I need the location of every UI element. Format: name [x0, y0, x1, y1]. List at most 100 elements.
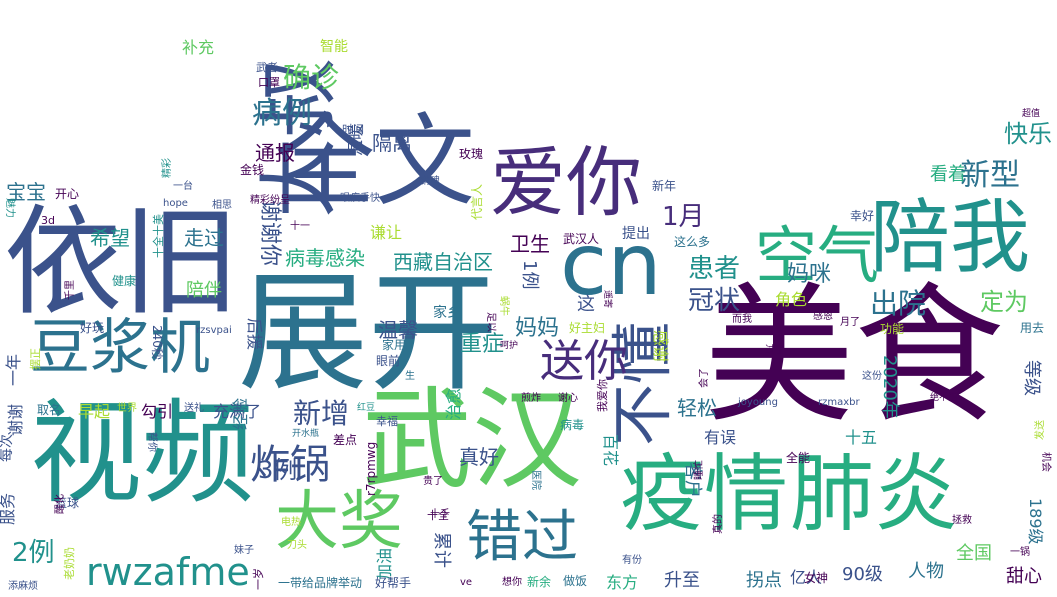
word: 角色 [775, 290, 808, 309]
word: 拯救 [952, 515, 972, 526]
word: 后援 [245, 318, 264, 351]
word: hope [163, 198, 188, 209]
word: 看着 [930, 164, 966, 185]
word: 240秒 [150, 325, 164, 360]
word: 西藏自治区 [393, 250, 493, 274]
word: 东方 [606, 573, 639, 592]
word: rwzafme [86, 550, 250, 594]
word: 温馨 [378, 318, 418, 342]
word: 新余 [527, 575, 552, 589]
word: 十一 [290, 221, 310, 232]
word: 真的 [713, 514, 724, 534]
word: 好帮手 [375, 576, 412, 590]
word: 甜心 [1006, 566, 1042, 587]
word: 口罩 [258, 76, 280, 89]
word: 代言人 [470, 183, 484, 220]
word: 90级 [842, 564, 883, 585]
word: 真好 [459, 445, 499, 469]
word: 玫瑰 [459, 147, 484, 161]
word: 一锅 [1010, 547, 1030, 558]
word: 我爱你 [596, 379, 609, 412]
word: 全能 [786, 451, 811, 465]
word: 谢心 [558, 393, 578, 404]
word: 希望 [90, 226, 130, 250]
word: 陪我 [870, 191, 1030, 284]
word: 这 [577, 294, 595, 315]
word: 用去 [1020, 321, 1045, 335]
word: 而我 [732, 314, 752, 325]
word: 依旧 [4, 193, 241, 331]
word: 电热 [281, 517, 301, 528]
word: 红豆 [357, 403, 376, 413]
word: 销魂 [420, 176, 440, 187]
word: 妈咪 [787, 262, 832, 287]
word: 冠状 [688, 286, 741, 316]
word: 这么多 [674, 235, 711, 249]
word: 开水瓶 [292, 429, 320, 439]
word: 病毒感染 [285, 246, 365, 270]
word: 武者 [256, 61, 278, 74]
word: 早起 [78, 402, 111, 421]
word: 服务 [0, 492, 17, 525]
word: 全国 [956, 543, 992, 564]
word: 发送 [1035, 420, 1046, 440]
word: 睡忙 [694, 460, 705, 480]
word: 醒化 [55, 494, 66, 514]
word: rzsvpai [196, 325, 232, 336]
word: cn [560, 215, 662, 315]
word: 全文 [275, 103, 475, 220]
word: 这份 [862, 371, 882, 382]
word: 快乐 [1004, 120, 1052, 148]
word: 出院 [870, 287, 927, 320]
word: 超值 [1022, 109, 1041, 119]
word: 百花 [601, 434, 620, 467]
word: 病例 [252, 96, 312, 131]
word: 1例 [519, 260, 540, 290]
word: 通报 [255, 141, 295, 165]
word: 开心 [55, 187, 80, 201]
word: 3d [41, 214, 55, 227]
word: 展开 [238, 257, 499, 409]
word: 189级 [1026, 498, 1045, 545]
word: 一岁 [252, 568, 265, 590]
word: 1月 [662, 202, 705, 232]
word: 拐点 [746, 570, 782, 591]
word: 煎炸 [521, 393, 541, 404]
word: 等级 [1021, 360, 1042, 396]
word: 有误 [704, 428, 737, 447]
word: 新增 [293, 397, 350, 430]
word: 取名 [37, 403, 62, 417]
word: 妈妈 [515, 316, 560, 341]
word: 蜗牛 [498, 296, 509, 316]
word: 魅力 [4, 198, 15, 218]
word: 有份 [622, 555, 642, 566]
word: 错过 [466, 505, 578, 570]
word: 美食 [704, 270, 1005, 444]
word: 每次 [0, 434, 15, 462]
word: 精彩 [162, 158, 173, 178]
word: 医院 [530, 470, 541, 490]
word: 感谢 [651, 330, 670, 363]
word: 帮你 [146, 432, 157, 452]
word: 十全十美 [152, 214, 165, 258]
word: 功能 [880, 322, 905, 336]
word: 重症 [460, 332, 505, 357]
word: 幸好 [850, 209, 875, 223]
word: 2例 [12, 538, 55, 568]
word: 卫生 [510, 232, 550, 256]
word: 谦让 [370, 223, 403, 242]
word: 会了 [699, 368, 710, 388]
word: 轻松 [677, 396, 717, 420]
word: 千里 [65, 280, 76, 300]
word: 绝不能 [930, 393, 958, 403]
word: 勾引 [141, 402, 174, 421]
word: 机会 [1040, 452, 1051, 472]
word: 病毒 [560, 418, 585, 432]
word: 感恩 [813, 311, 833, 322]
word: 送你 [540, 336, 628, 387]
word: 摆正 [29, 348, 42, 370]
word: 添麻烦 [8, 581, 38, 592]
word: 家用 [382, 338, 407, 352]
word: 患者 [688, 254, 741, 284]
